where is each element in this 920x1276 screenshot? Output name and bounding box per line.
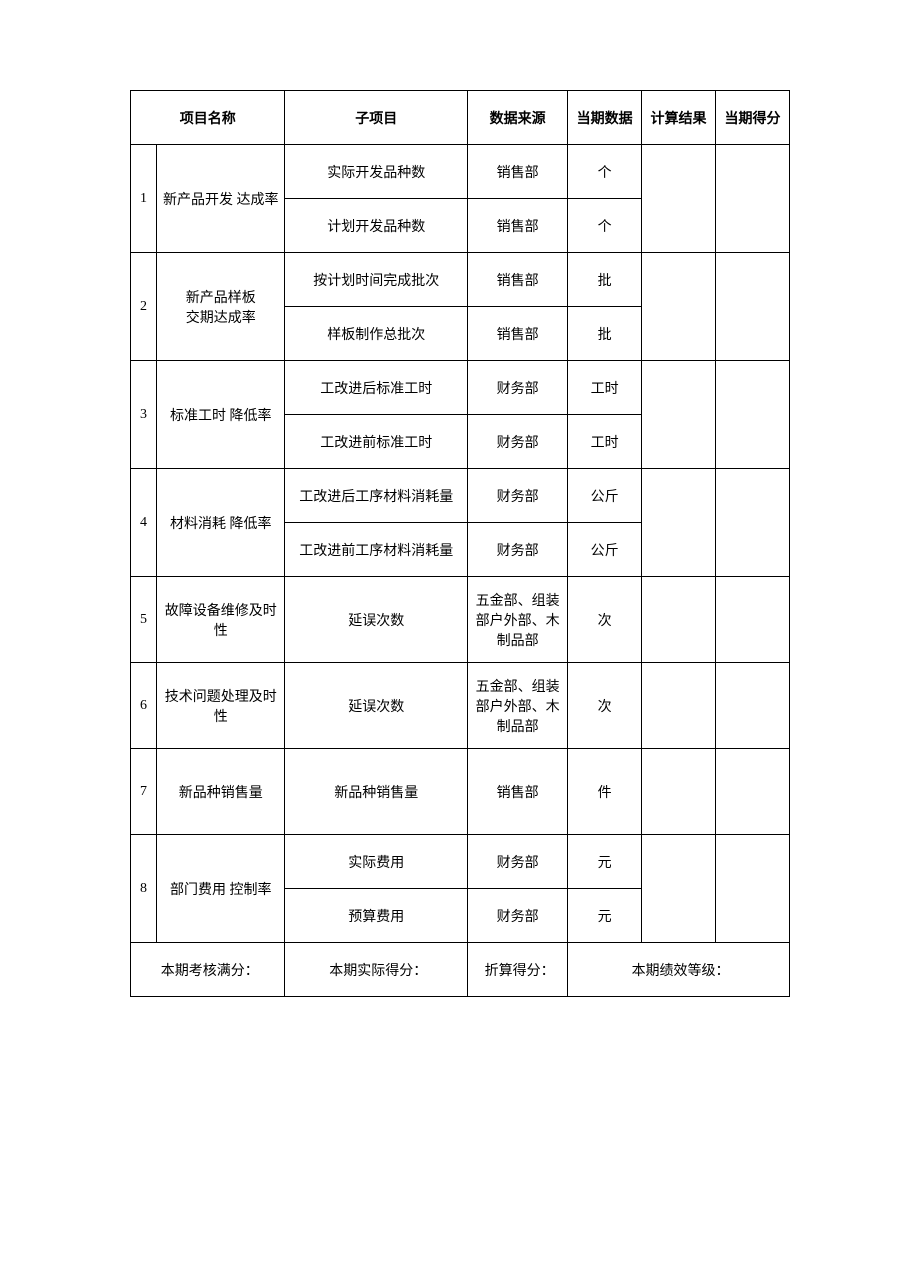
col-header-name: 项目名称 — [131, 91, 285, 145]
current-data: 批 — [568, 307, 642, 361]
table-row: 5故障设备维修及时性延误次数五金部、组装 部户外部、木 制品部次 — [131, 577, 790, 663]
table-row: 7新品种销售量新品种销售量销售部件 — [131, 749, 790, 835]
data-source: 财务部 — [468, 361, 568, 415]
col-header-sub: 子项目 — [285, 91, 468, 145]
period-score — [716, 835, 790, 943]
col-header-score: 当期得分 — [716, 91, 790, 145]
col-header-src: 数据来源 — [468, 91, 568, 145]
row-index: 6 — [131, 663, 157, 749]
calc-result — [642, 835, 716, 943]
period-score — [716, 663, 790, 749]
table-row: 6技术问题处理及时性延误次数五金部、组装 部户外部、木 制品部次 — [131, 663, 790, 749]
data-source: 销售部 — [468, 749, 568, 835]
period-score — [716, 361, 790, 469]
period-score — [716, 469, 790, 577]
project-name: 新产品样板 交期达成率 — [157, 253, 285, 361]
project-name: 材料消耗 降低率 — [157, 469, 285, 577]
row-index: 1 — [131, 145, 157, 253]
current-data: 件 — [568, 749, 642, 835]
col-header-data: 当期数据 — [568, 91, 642, 145]
sub-item: 预算费用 — [285, 889, 468, 943]
period-score — [716, 749, 790, 835]
data-source: 销售部 — [468, 307, 568, 361]
sub-item: 延误次数 — [285, 663, 468, 749]
table-row: 2新产品样板 交期达成率按计划时间完成批次销售部批 — [131, 253, 790, 307]
calc-result — [642, 361, 716, 469]
sub-item: 延误次数 — [285, 577, 468, 663]
project-name: 新品种销售量 — [157, 749, 285, 835]
sub-item: 按计划时间完成批次 — [285, 253, 468, 307]
footer-full-score: 本期考核满分： — [131, 943, 285, 997]
period-score — [716, 577, 790, 663]
calc-result — [642, 663, 716, 749]
table-row: 1新产品开发 达成率实际开发品种数销售部个 — [131, 145, 790, 199]
table-row: 3标准工时 降低率工改进后标准工时财务部工时 — [131, 361, 790, 415]
data-source: 销售部 — [468, 145, 568, 199]
calc-result — [642, 253, 716, 361]
data-source: 五金部、组装 部户外部、木 制品部 — [468, 663, 568, 749]
sub-item: 实际开发品种数 — [285, 145, 468, 199]
period-score — [716, 253, 790, 361]
current-data: 次 — [568, 577, 642, 663]
row-index: 8 — [131, 835, 157, 943]
data-source: 财务部 — [468, 889, 568, 943]
current-data: 批 — [568, 253, 642, 307]
sub-item: 实际费用 — [285, 835, 468, 889]
current-data: 公斤 — [568, 469, 642, 523]
calc-result — [642, 145, 716, 253]
calc-result — [642, 469, 716, 577]
footer-grade: 本期绩效等级： — [568, 943, 790, 997]
project-name: 部门费用 控制率 — [157, 835, 285, 943]
project-name: 技术问题处理及时性 — [157, 663, 285, 749]
current-data: 个 — [568, 199, 642, 253]
data-source: 销售部 — [468, 253, 568, 307]
data-source: 财务部 — [468, 835, 568, 889]
sub-item: 计划开发品种数 — [285, 199, 468, 253]
current-data: 个 — [568, 145, 642, 199]
current-data: 工时 — [568, 415, 642, 469]
table-row: 4材料消耗 降低率工改进后工序材料消耗量财务部公斤 — [131, 469, 790, 523]
data-source: 财务部 — [468, 469, 568, 523]
project-name: 标准工时 降低率 — [157, 361, 285, 469]
sub-item: 工改进后标准工时 — [285, 361, 468, 415]
sub-item: 样板制作总批次 — [285, 307, 468, 361]
calc-result — [642, 577, 716, 663]
header-row: 项目名称 子项目 数据来源 当期数据 计算结果 当期得分 — [131, 91, 790, 145]
row-index: 3 — [131, 361, 157, 469]
col-header-calc: 计算结果 — [642, 91, 716, 145]
data-source: 五金部、组装 部户外部、木 制品部 — [468, 577, 568, 663]
current-data: 次 — [568, 663, 642, 749]
data-source: 财务部 — [468, 415, 568, 469]
row-index: 7 — [131, 749, 157, 835]
evaluation-table: 项目名称 子项目 数据来源 当期数据 计算结果 当期得分 1新产品开发 达成率实… — [130, 90, 790, 997]
period-score — [716, 145, 790, 253]
data-source: 财务部 — [468, 523, 568, 577]
footer-actual-score: 本期实际得分： — [285, 943, 468, 997]
row-index: 2 — [131, 253, 157, 361]
sub-item: 工改进前工序材料消耗量 — [285, 523, 468, 577]
footer-converted-score: 折算得分： — [468, 943, 568, 997]
row-index: 5 — [131, 577, 157, 663]
project-name: 故障设备维修及时性 — [157, 577, 285, 663]
row-index: 4 — [131, 469, 157, 577]
footer-row: 本期考核满分：本期实际得分：折算得分：本期绩效等级： — [131, 943, 790, 997]
sub-item: 工改进前标准工时 — [285, 415, 468, 469]
current-data: 公斤 — [568, 523, 642, 577]
current-data: 工时 — [568, 361, 642, 415]
data-source: 销售部 — [468, 199, 568, 253]
current-data: 元 — [568, 835, 642, 889]
current-data: 元 — [568, 889, 642, 943]
sub-item: 新品种销售量 — [285, 749, 468, 835]
calc-result — [642, 749, 716, 835]
project-name: 新产品开发 达成率 — [157, 145, 285, 253]
table-row: 8部门费用 控制率实际费用财务部元 — [131, 835, 790, 889]
sub-item: 工改进后工序材料消耗量 — [285, 469, 468, 523]
